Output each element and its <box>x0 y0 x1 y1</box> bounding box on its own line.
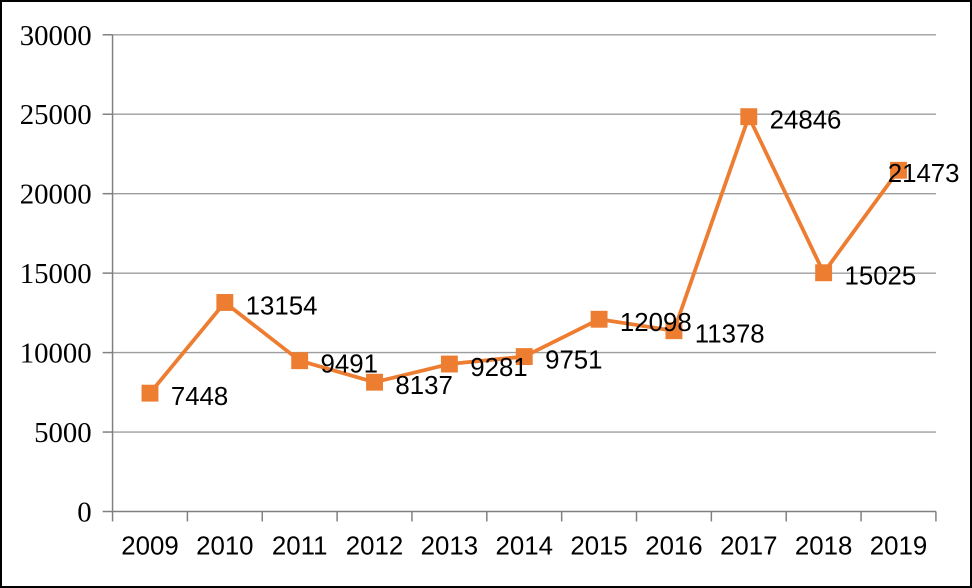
data-point-marker <box>515 348 533 365</box>
x-axis-category-label: 2016 <box>645 532 702 560</box>
y-axis-tick-label: 30000 <box>20 20 92 52</box>
data-point-marker <box>740 108 758 126</box>
y-axis-tick-label: 10000 <box>20 338 92 370</box>
y-axis-tick-label: 20000 <box>20 179 92 211</box>
x-axis-category-label: 2012 <box>346 532 403 560</box>
data-point-label: 11378 <box>695 321 765 349</box>
data-point-marker <box>141 384 159 402</box>
x-axis-category-label: 2019 <box>870 532 927 560</box>
data-point-label: 13154 <box>246 292 318 320</box>
x-axis-category-label: 2015 <box>570 532 627 560</box>
data-point-label: 9491 <box>321 351 378 379</box>
data-point-marker <box>590 310 608 328</box>
y-axis-tick-label: 15000 <box>20 258 92 290</box>
x-axis-category-label: 2014 <box>496 532 553 560</box>
data-point-marker <box>665 322 683 340</box>
data-point-marker <box>890 161 907 179</box>
x-axis-category-label: 2009 <box>121 532 178 560</box>
y-axis-tick-label: 25000 <box>20 99 92 131</box>
x-axis-category-label: 2011 <box>272 532 328 560</box>
data-point-marker <box>440 355 458 373</box>
x-axis-category-label: 2017 <box>720 532 777 560</box>
x-axis-category-label: 2010 <box>196 532 253 560</box>
data-point-label: 9751 <box>545 347 602 375</box>
x-axis-category-label: 2013 <box>421 532 478 560</box>
y-axis-tick-label: 5000 <box>34 417 92 449</box>
data-point-label: 15025 <box>844 263 916 291</box>
data-point-marker <box>815 264 833 282</box>
data-point-label: 24846 <box>770 107 842 135</box>
y-axis-tick-label: 0 <box>77 497 91 529</box>
data-point-marker <box>216 294 234 311</box>
data-point-marker <box>366 373 383 391</box>
x-axis-category-label: 2018 <box>795 532 852 560</box>
data-point-label: 21473 <box>888 160 960 188</box>
data-point-marker <box>291 352 309 370</box>
data-point-label: 9281 <box>470 354 527 382</box>
data-point-label: 12098 <box>620 309 692 337</box>
data-point-label: 7448 <box>171 383 228 411</box>
data-point-label: 8137 <box>395 372 452 400</box>
